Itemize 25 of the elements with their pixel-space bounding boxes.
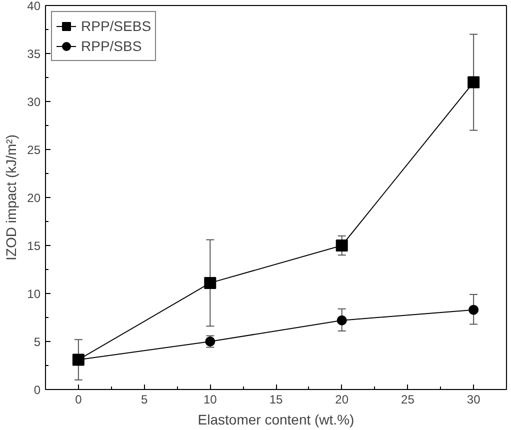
point: [336, 240, 348, 252]
x-tick-label: 25: [401, 392, 415, 406]
legend-label: RPP/SEBS: [81, 18, 152, 34]
y-tick-label: 20: [27, 191, 41, 205]
y-tick-label: 35: [27, 47, 41, 61]
point: [468, 76, 480, 88]
point: [336, 315, 347, 326]
x-tick-label: 10: [203, 392, 218, 406]
y-axis-title: IZOD impact (kJ/m²): [3, 134, 20, 260]
point: [468, 304, 479, 315]
x-tick-label: 0: [75, 392, 82, 406]
y-tick-label: 15: [27, 239, 41, 253]
legend-label: RPP/SBS: [81, 38, 142, 54]
x-axis-title: Elastomer content (wt.%): [198, 412, 354, 428]
x-tick-label: 5: [140, 392, 148, 406]
y-tick-label: 30: [27, 95, 41, 109]
y-tick-label: 40: [27, 0, 41, 13]
y-tick-label: 5: [34, 335, 41, 349]
x-tick-label: 15: [269, 392, 283, 406]
x-tick-label: 20: [335, 392, 349, 406]
x-tick-label: 30: [466, 392, 481, 406]
point: [204, 276, 216, 289]
y-tick-label: 10: [27, 287, 41, 301]
y-tick-label: 0: [34, 383, 41, 397]
y-tick-label: 25: [27, 143, 41, 157]
